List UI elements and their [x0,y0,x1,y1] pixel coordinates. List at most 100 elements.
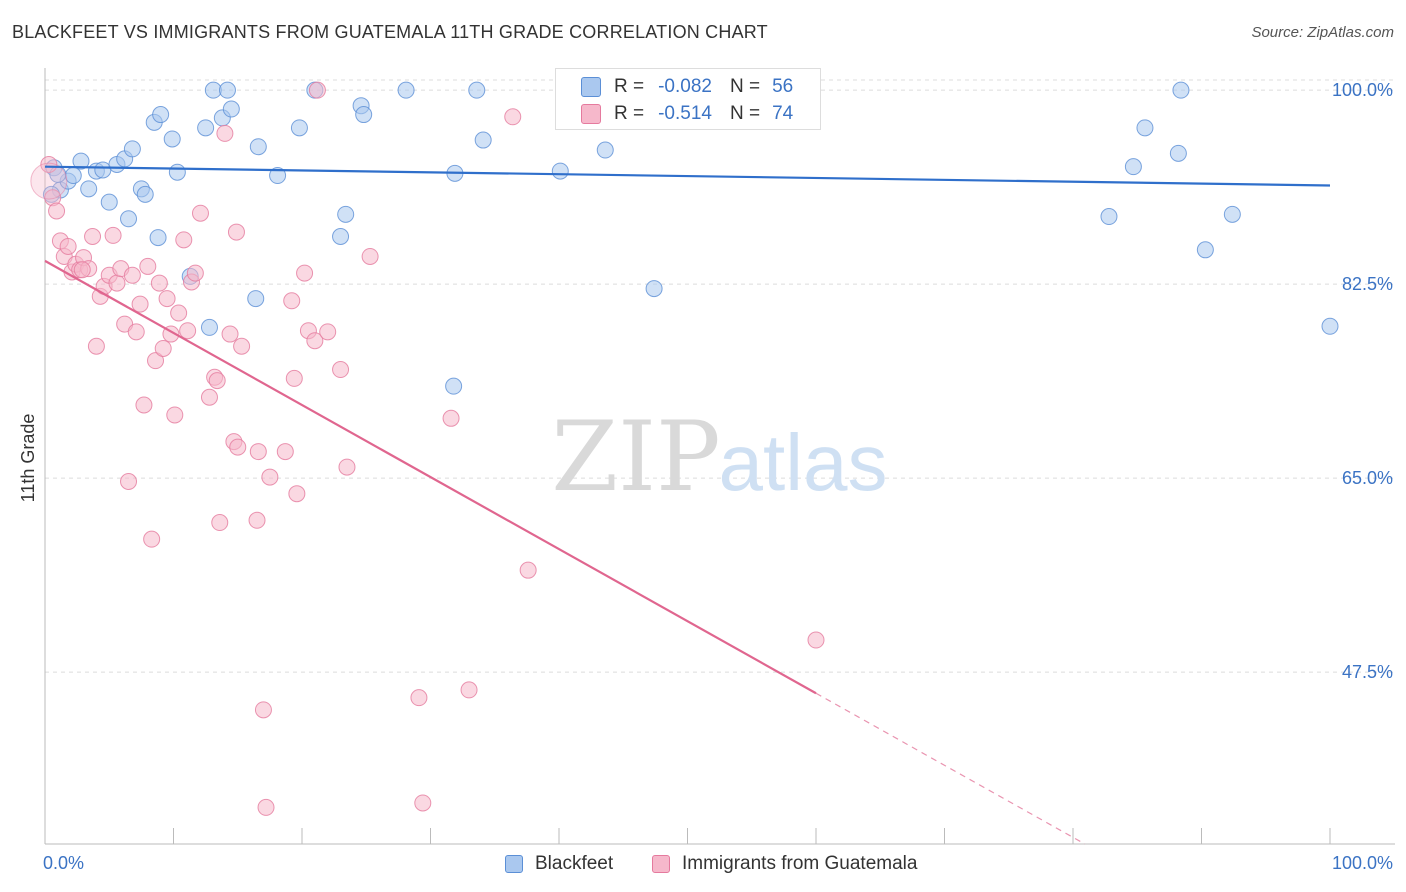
data-point [200,388,218,406]
watermark-atlas: atlas [719,418,888,507]
data-point [410,689,428,707]
data-point [179,322,197,340]
data-point [296,264,314,282]
data-point [154,339,172,357]
data-point [290,119,308,137]
data-point [1196,241,1214,259]
data-point [158,290,176,308]
y-tick-label: 65.0% [1342,468,1393,488]
data-point [218,81,236,99]
data-point [73,261,91,279]
data-point [504,108,522,126]
data-point [1321,317,1339,335]
data-point [191,204,209,222]
data-point [269,167,287,185]
series-legend: Blackfeet Immigrants from Guatemala [0,850,1406,880]
tick-labels: 47.5% 65.0% 82.5% 100.0% 0.0% 100.0% [43,80,1393,873]
data-point [474,131,492,149]
legend-swatch-guatemala [652,855,670,873]
data-point [94,161,112,179]
source-note: Source: ZipAtlas.com [1251,24,1394,41]
data-point [551,162,569,180]
data-point [397,81,415,99]
trend-lines [44,165,1331,845]
stats-row-blackfeet: R = -0.082 N = 56 [581,74,794,100]
n-value: 56 [772,76,794,97]
data-point [355,106,373,124]
data-point [227,223,245,241]
data-point [445,377,463,395]
data-point [645,280,663,298]
data-point [80,180,98,198]
trend-line [44,165,1331,187]
stats-legend: R = -0.082 N = 56 R = -0.514 N = 74 [555,68,821,130]
data-point [136,185,154,203]
data-point [1223,205,1241,223]
data-point [127,323,145,341]
data-point [248,511,266,529]
data-point [257,798,275,816]
data-point [87,337,105,355]
data-point [186,264,204,282]
data-point [108,274,126,292]
data-point [283,292,301,310]
data-point-cluster [30,162,68,200]
data-point [285,369,303,387]
data-point [59,237,77,255]
data-point [139,257,157,275]
data-point [1169,144,1187,162]
data-point [233,337,251,355]
data-point [208,372,226,390]
data-point [120,472,138,490]
data-point [135,396,153,414]
data-point [361,247,379,265]
data-point [1172,81,1190,99]
data-point [143,530,161,548]
data-point [84,228,102,246]
data-point [200,318,218,336]
data-point [249,443,267,461]
data-point [131,295,149,313]
data-point [211,514,229,532]
data-point [147,352,165,370]
r-value: -0.514 [658,103,712,124]
data-point [338,458,356,476]
data-point [229,438,247,456]
x-tick-label-min: 0.0% [43,853,84,873]
data-point [221,325,239,343]
data-point [460,681,478,699]
data-point [807,631,825,649]
data-point [332,361,350,379]
legend-label-blackfeet: Blackfeet [535,853,614,874]
data-point [1100,208,1118,226]
n-label: N = [729,76,761,97]
data-point [468,81,486,99]
n-label: N = [729,103,761,124]
data-point [123,140,141,158]
data-point [1124,158,1142,176]
data-point [442,409,460,427]
data-point [150,274,168,292]
data-point [149,229,167,247]
data-point [204,81,222,99]
data-point [197,119,215,137]
data-point [163,130,181,148]
r-label: R = [614,76,645,97]
trend-line-extension [815,692,1086,845]
y-tick-label: 100.0% [1332,80,1393,100]
chart-title: BLACKFEET VS IMMIGRANTS FROM GUATEMALA 1… [12,22,768,42]
trend-line [44,259,817,695]
stats-row-guatemala: R = -0.514 N = 74 [581,101,793,127]
data-point [1136,119,1154,137]
y-axis-label: 11th Grade [18,414,38,503]
legend-item-blackfeet[interactable]: Blackfeet [505,853,613,875]
data-point [337,205,355,223]
data-point [170,304,188,322]
y-tick-label: 82.5% [1342,274,1393,294]
data-point [247,290,265,308]
data-point [306,332,324,350]
data-point [332,228,350,246]
data-point [72,152,90,170]
legend-item-guatemala[interactable]: Immigrants from Guatemala [652,853,917,875]
stats-swatch-blackfeet [581,77,601,97]
